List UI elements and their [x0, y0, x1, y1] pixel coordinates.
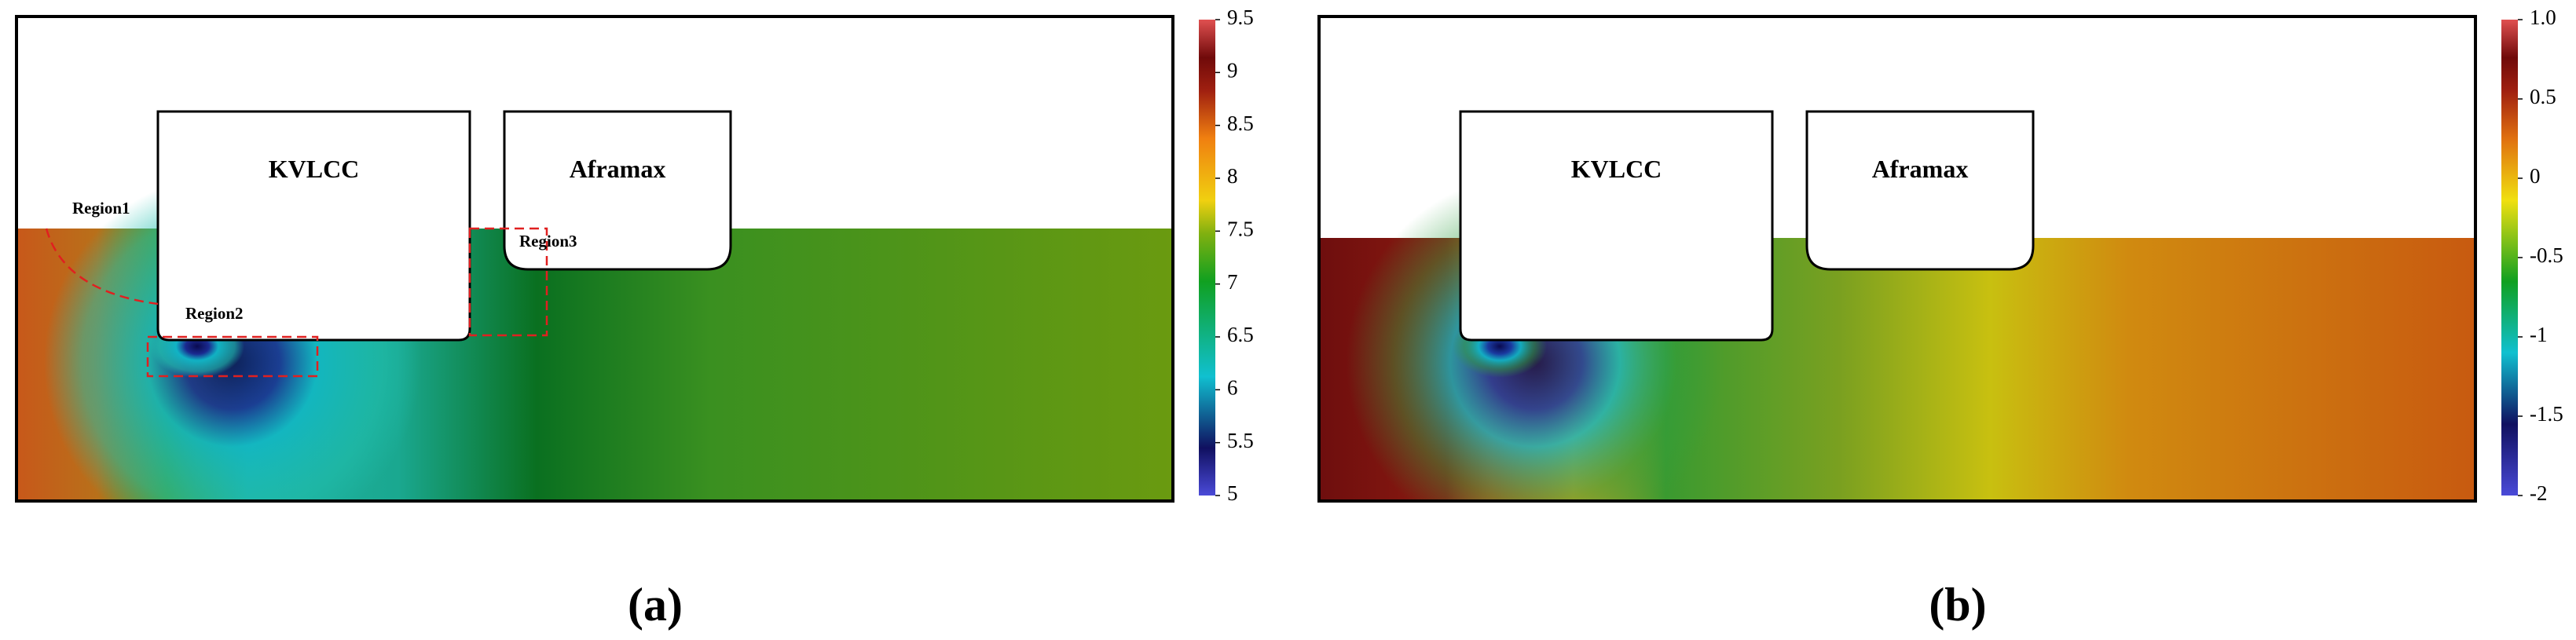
region-label: Region2 [185, 304, 244, 323]
colorbar-tick-label: 7 [1227, 270, 1238, 294]
colorbar-tick-label: 5.5 [1227, 429, 1254, 452]
ship-label: KVLCC [269, 155, 360, 183]
panel: KVLCC Aframax 1.0 0.5 0 -0.5 -1 -1.5 -2 (b) [1317, 5, 2563, 631]
colorbar [2501, 20, 2518, 496]
colorbar-tick-label: 7.5 [1227, 218, 1254, 241]
region-label: Region1 [72, 199, 130, 218]
colorbar-tick-label: 1.0 [2530, 5, 2556, 29]
colorbar-tick-label: 0.5 [2530, 85, 2556, 108]
colorbar-tick-label: 9 [1227, 59, 1238, 82]
colorbar-tick-label: 6.5 [1227, 323, 1254, 346]
ship-label: KVLCC [1571, 155, 1662, 183]
colorbar-tick-label: 8 [1227, 164, 1238, 188]
colorbar-tick-label: 5 [1227, 481, 1238, 505]
panel-label: (b) [1929, 579, 1986, 631]
ship-hull [503, 110, 732, 271]
colorbar-tick-label: -0.5 [2530, 243, 2563, 267]
colorbar-tick-label: -2 [2530, 481, 2548, 505]
ship-hull [156, 110, 471, 342]
colorbar-tick-label: 0 [2530, 164, 2541, 188]
colorbar-tick-label: 9.5 [1227, 5, 1254, 29]
colorbar-tick-label: 6 [1227, 376, 1238, 400]
colorbar-tick-label: -1.5 [2530, 402, 2563, 426]
panel-label: (a) [628, 579, 683, 631]
frame [1317, 15, 2477, 503]
panel: KVLCC Aframax Region1 Region2 Region3 9.5 9 8.5… [15, 5, 1254, 631]
region-outline [45, 228, 159, 305]
ship-label: Aframax [1872, 155, 1969, 183]
frame [15, 15, 1174, 503]
ship-label: Aframax [570, 155, 666, 183]
colorbar-tick-label: -1 [2530, 323, 2548, 346]
ship-hull [1459, 110, 1774, 342]
region-label: Region3 [519, 232, 577, 251]
colorbar [1199, 20, 1215, 496]
colorbar-tick-label: 8.5 [1227, 112, 1254, 135]
ship-hull [1805, 110, 2035, 271]
region-outline [468, 227, 548, 337]
